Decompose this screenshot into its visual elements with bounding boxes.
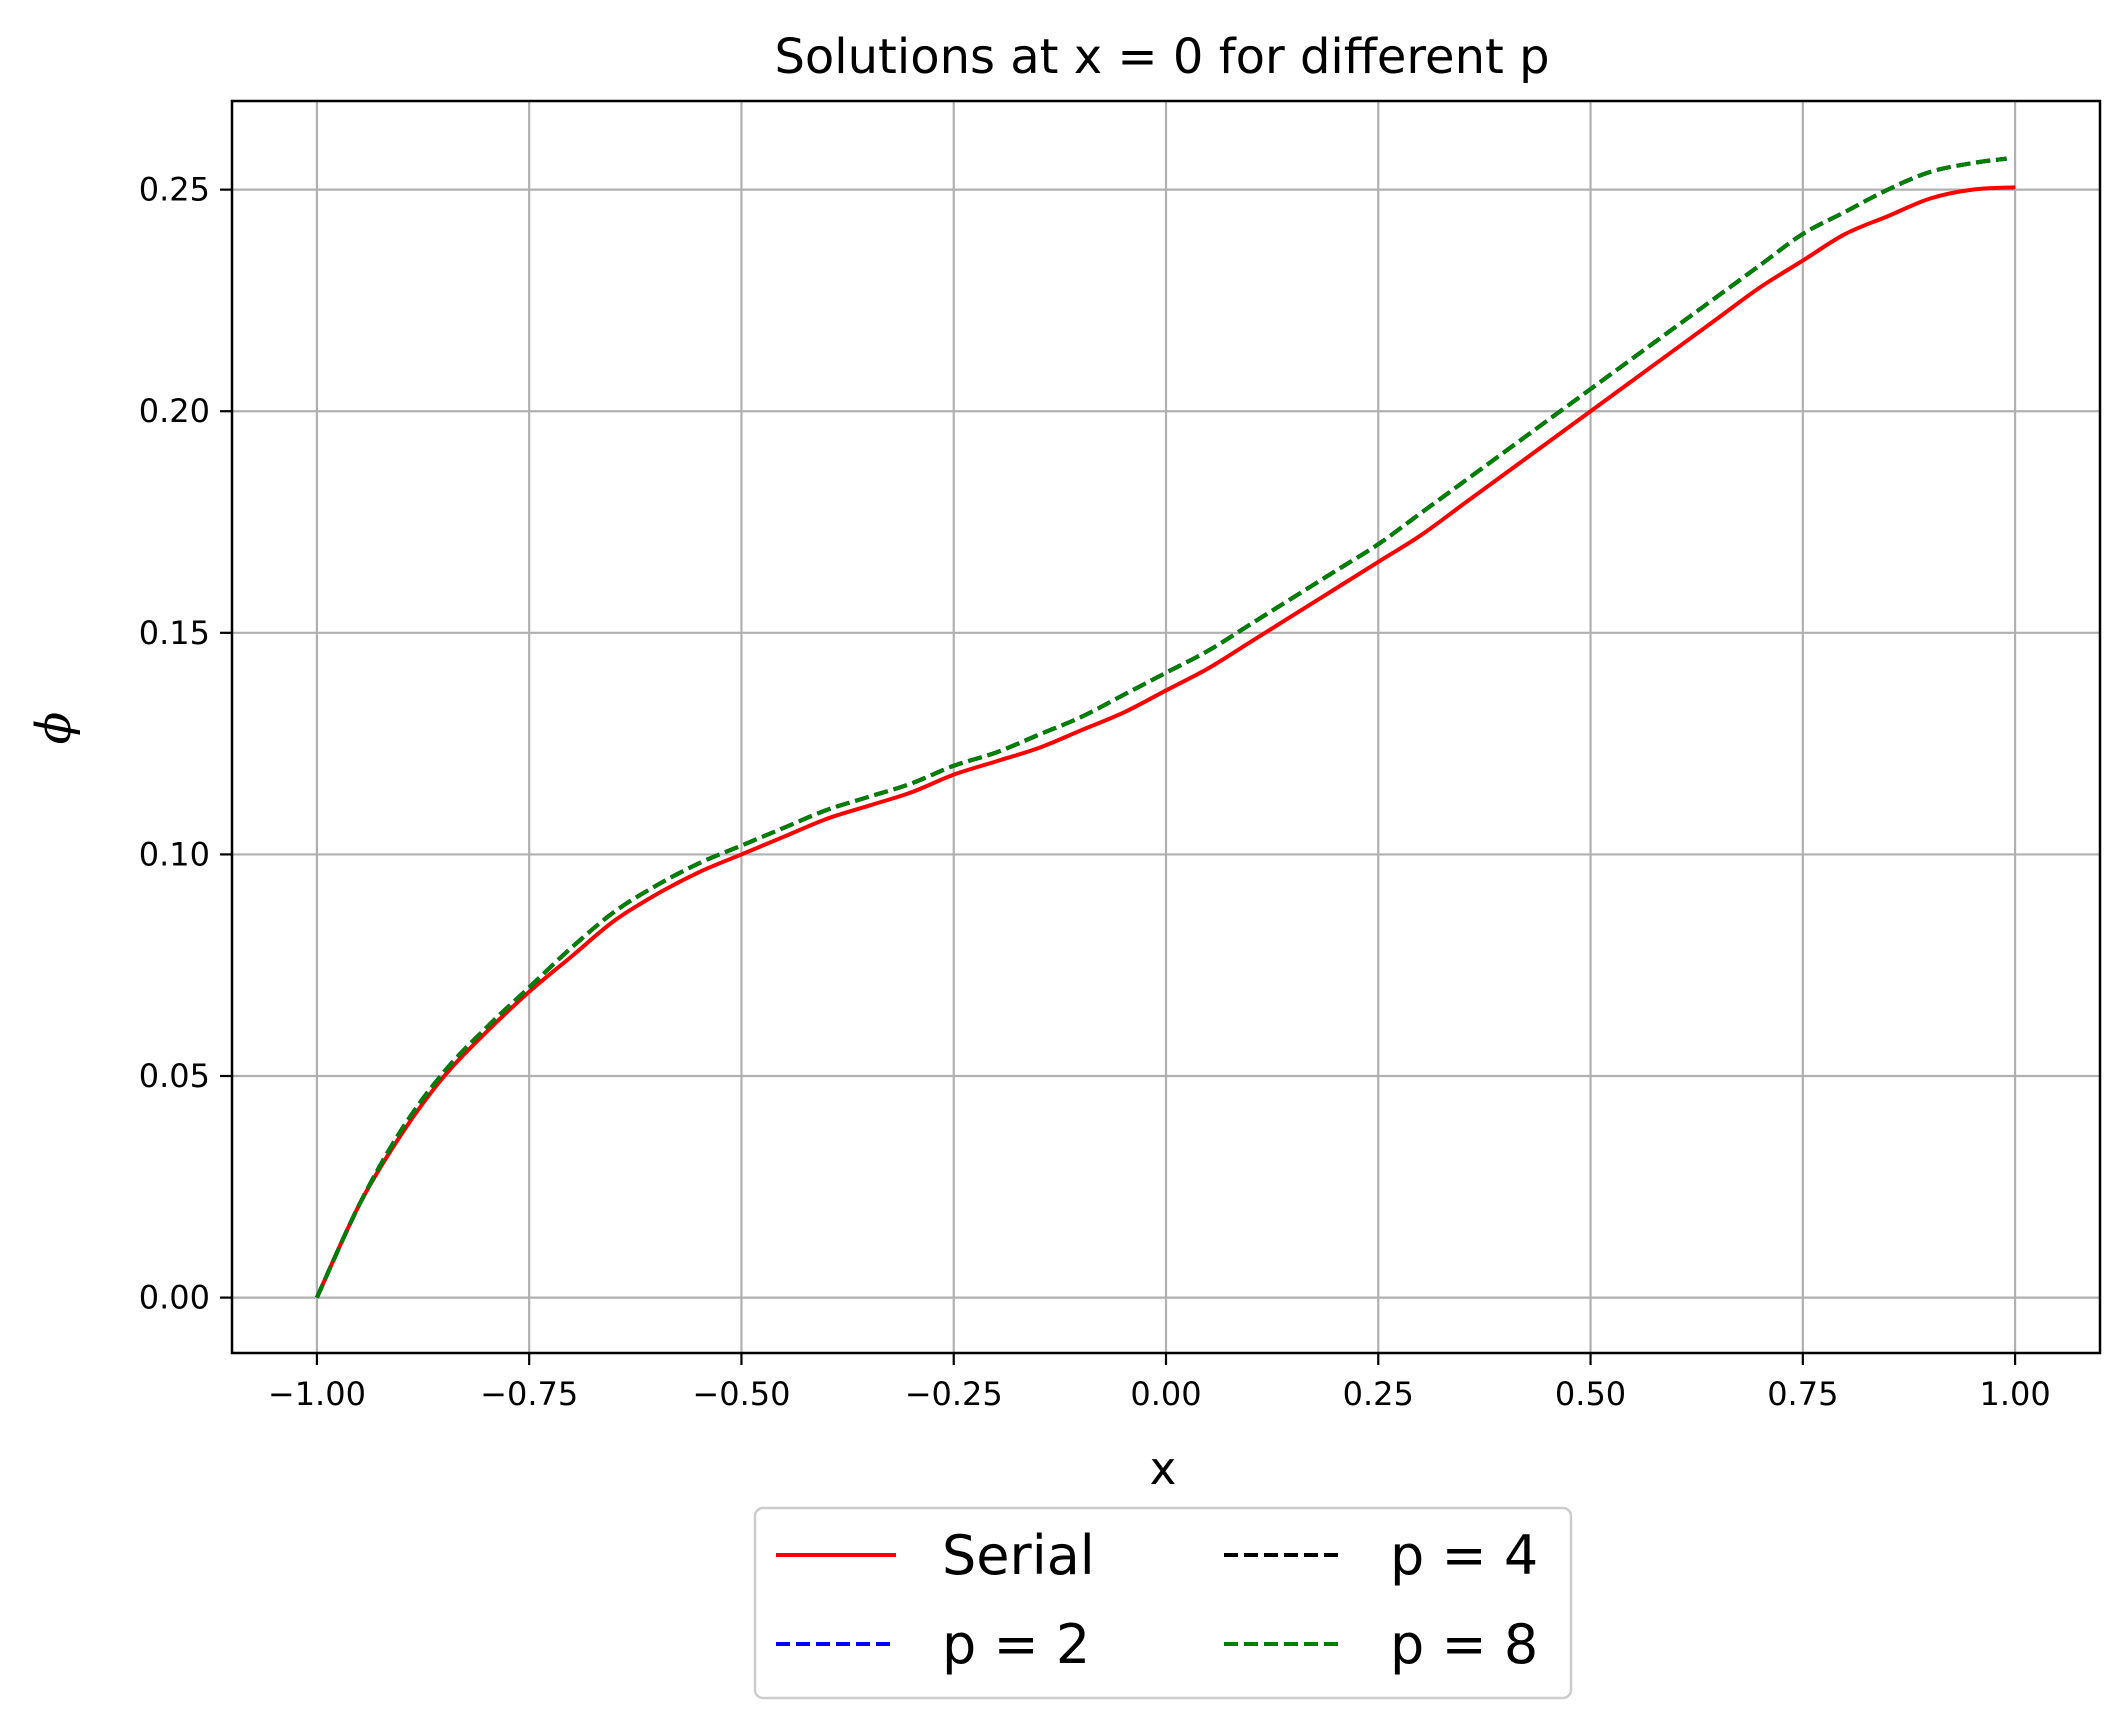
legend-label-p-4: p = 4 <box>1390 1524 1538 1587</box>
y-tick-label: 0.05 <box>139 1057 210 1095</box>
y-tick-label: 0.00 <box>139 1279 210 1317</box>
legend-label-p-2: p = 2 <box>942 1613 1090 1676</box>
x-axis-ticks: −1.00 −0.75 −0.50 −0.25 0.00 0.25 0.50 0.75 1.00 <box>268 1353 2051 1413</box>
y-axis-ticks: 0.00 0.05 0.10 0.15 0.20 0.25 <box>139 171 232 1317</box>
x-tick-label: −1.00 <box>268 1375 366 1413</box>
grid-lines <box>232 101 2100 1353</box>
x-tick-label: 0.25 <box>1343 1375 1414 1413</box>
x-tick-label: −0.75 <box>480 1375 578 1413</box>
y-tick-label: 0.25 <box>139 171 210 209</box>
x-tick-label: −0.50 <box>692 1375 790 1413</box>
legend: Serial p = 2 p = 4 p = 8 <box>753 1506 1573 1700</box>
y-tick-label: 0.20 <box>139 392 210 430</box>
x-tick-label: 0.00 <box>1130 1375 1201 1413</box>
series-line-p-8 <box>315 156 2007 1299</box>
y-axis-label: ϕ <box>26 712 82 745</box>
legend-box <box>753 1506 1573 1700</box>
legend-label-serial: Serial <box>942 1524 1095 1587</box>
x-tick-label: 1.00 <box>1979 1375 2050 1413</box>
y-tick-label: 0.15 <box>139 614 210 652</box>
series-line-serial <box>315 185 2016 1299</box>
chart-title: Solutions at x = 0 for different p <box>774 29 1549 85</box>
x-tick-label: 0.50 <box>1555 1375 1626 1413</box>
y-tick-label: 0.10 <box>139 835 210 873</box>
x-tick-label: 0.75 <box>1767 1375 1838 1413</box>
x-tick-label: −0.25 <box>905 1375 1003 1413</box>
legend-label-p-8: p = 8 <box>1390 1613 1538 1676</box>
x-axis-label: x <box>1150 1442 1177 1495</box>
series-lines <box>315 156 2016 1299</box>
